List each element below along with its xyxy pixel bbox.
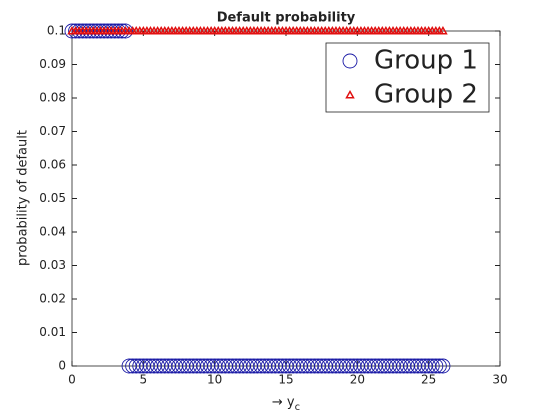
x-tick-label: 30 [492, 373, 507, 387]
point [110, 23, 126, 39]
legend-marker [342, 53, 358, 69]
x-tick-label: 0 [68, 373, 76, 387]
y-tick-label: 0.03 [39, 258, 66, 272]
y-tick-label: 0.07 [39, 124, 66, 138]
point [424, 358, 440, 374]
y-tick-label: 0.01 [39, 325, 66, 339]
x-tick-label: 20 [350, 373, 365, 387]
legend-marker [345, 89, 355, 99]
point [118, 23, 133, 39]
y-tick-label: 0.08 [39, 91, 66, 105]
x-tick-label: 10 [207, 373, 222, 387]
x-tick-label: 25 [421, 373, 436, 387]
point [428, 358, 444, 374]
x-tick-label: 5 [140, 373, 148, 387]
x-tick-label: 15 [278, 373, 293, 387]
point [107, 23, 123, 39]
point [435, 358, 451, 374]
y-tick-label: 0 [58, 359, 66, 373]
y-tick-label: 0.06 [39, 158, 66, 172]
y-tick-label: 0.02 [39, 292, 66, 306]
x-axis-label-main: → y [272, 395, 295, 410]
y-axis-label: probability of default [16, 130, 31, 266]
point [114, 23, 130, 39]
point [438, 25, 448, 35]
chart-title: Default probability [217, 11, 356, 26]
legend-label: Group 1 [374, 46, 478, 76]
x-axis-label-subscript: c [295, 402, 301, 413]
x-axis-label: → yc [272, 395, 300, 414]
y-tick-label: 0.1 [47, 24, 66, 38]
y-tick-label: 0.05 [39, 191, 66, 205]
y-tick-label: 0.04 [39, 225, 66, 239]
legend-label: Group 2 [374, 80, 478, 110]
point [431, 358, 447, 374]
y-tick-label: 0.09 [39, 57, 66, 71]
